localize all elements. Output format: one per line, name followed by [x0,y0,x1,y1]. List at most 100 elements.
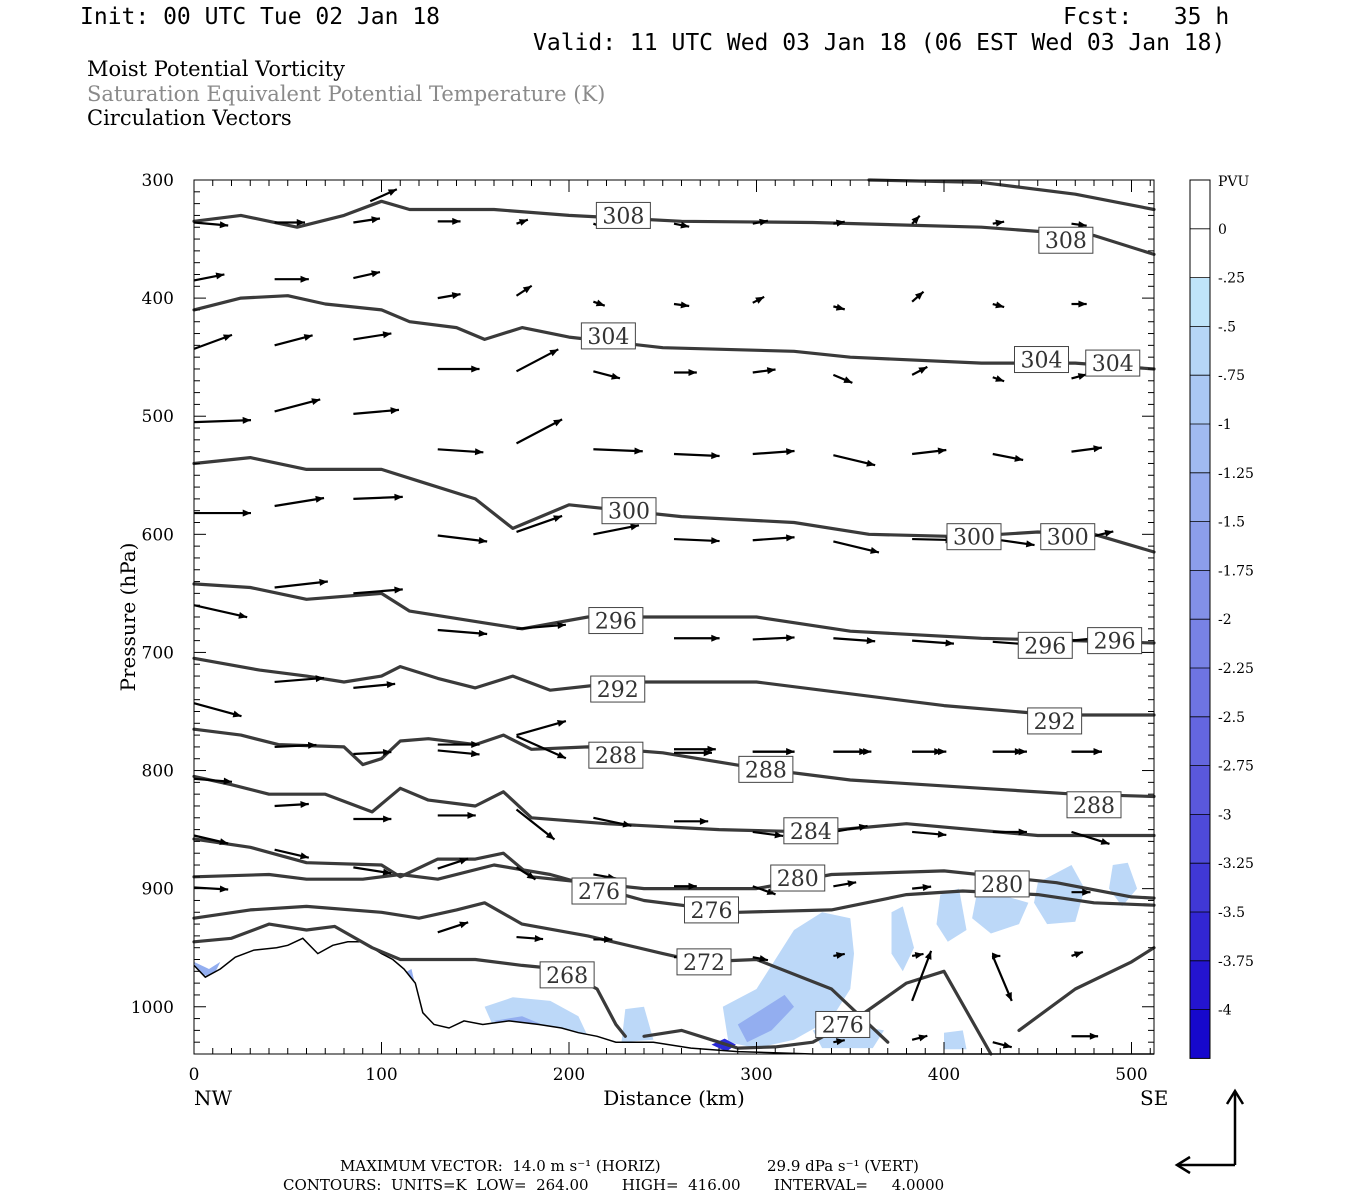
colorbar-label-3: -.75 [1218,368,1245,384]
vector-arrow-18 [593,299,606,307]
vector-arrow-87 [353,748,392,756]
colorbar-swatch-14 [1190,863,1210,912]
vector-arrow-108 [1071,830,1110,846]
vector-arrow-22 [911,290,925,303]
y-tick-label-7: 1000 [131,998,174,1018]
vector-arrow-15 [353,270,381,280]
vector-arrow-113 [515,866,537,881]
vector-arrow-94 [912,748,947,756]
vector-arrow-125 [752,955,769,962]
vector-arrow-63 [353,586,403,595]
colorbar-label-11: -2.75 [1218,759,1254,775]
vector-arrow-28 [437,365,480,373]
vector-arrow-86 [274,741,317,749]
svg-text:296: 296 [595,610,637,635]
vector-arrow-52 [437,534,488,544]
vector-arrow-118 [912,884,932,892]
colorbar-label-8: -2 [1218,612,1232,628]
colorbar-swatch-5 [1190,424,1210,473]
svg-text:288: 288 [1073,794,1115,819]
vector-arrow-130 [911,950,933,1002]
vector-arrow-85 [193,777,233,785]
svg-text:272: 272 [683,951,725,976]
vector-arrow-79 [674,745,716,753]
reference-vector [1174,1088,1245,1175]
vector-arrow-106 [912,830,947,838]
vector-arrow-42 [593,447,643,455]
contour-line-7 [192,774,1156,838]
pv-region-8 [936,888,967,942]
vector-arrow-10 [911,214,921,225]
vector-arrow-122 [516,934,544,942]
vector-arrow-50 [274,495,325,508]
contour-info: CONTOURS: UNITS=K LOW= 264.00 HIGH= 416.… [283,1176,945,1194]
svg-text:276: 276 [822,1013,864,1038]
colorbar-swatch-9 [1190,619,1210,668]
svg-text:304: 304 [587,325,629,350]
pv-region-13 [944,1030,967,1050]
colorbar-swatch-0 [1190,180,1210,229]
contour-label-11: 292 [590,675,646,703]
y-tick-label-0: 300 [142,171,174,191]
vector-arrow-37 [193,416,252,424]
vector-arrow-16 [437,292,461,300]
svg-text:308: 308 [1045,229,1087,254]
svg-text:300: 300 [1047,526,1089,551]
vector-arrow-46 [911,447,947,456]
vector-arrow-51 [353,493,403,501]
vector-arrow-27 [353,331,392,341]
vector-arrow-40 [437,448,484,456]
contour-line-6 [192,727,1156,799]
vector-arrow-111 [353,866,392,876]
terrain-line [193,937,1154,1055]
vector-arrow-105 [833,823,868,834]
terrain-layer [193,937,1154,1055]
vector-arrow-35 [992,375,1005,383]
vector-arrow-25 [193,333,233,350]
vector-arrow-91 [674,749,712,757]
svg-text:284: 284 [790,820,832,845]
vector-arrow-17 [515,284,533,297]
vector-arrow-102 [593,816,632,828]
contour-label-5: 300 [601,497,657,525]
title-line-3: Circulation Vectors [87,106,292,130]
svg-text:292: 292 [597,678,639,703]
vector-arrow-112 [437,857,469,870]
contour-label-17: 280 [770,864,826,892]
colorbar-swatch-10 [1190,668,1210,717]
vector-arrow-0 [193,221,229,229]
vector-arrow-129 [1071,950,1084,959]
contour-label-23: 276 [815,1010,871,1038]
contour-line-2 [192,294,1156,371]
vector-arrow-31 [674,369,697,377]
vector-arrow-100 [437,811,476,819]
vector-arrow-131 [991,955,1013,1002]
svg-text:292: 292 [1034,710,1076,735]
contour-label-18: 280 [974,870,1030,898]
contour-label-15: 288 [1066,791,1122,819]
colorbar-swatch-3 [1190,326,1210,376]
colorbar-swatch-2 [1190,277,1210,327]
vector-arrow-39 [353,407,400,415]
contour-label-12: 292 [1027,707,1083,735]
vector-arrow-134 [911,1034,928,1042]
vector-arrow-48 [1071,445,1103,453]
colorbar-label-14: -3.5 [1218,905,1245,921]
vector-arrow-133 [1071,1032,1099,1040]
contour-label-6: 300 [946,523,1002,551]
vector-arrow-99 [353,815,392,823]
pv-region-9 [972,888,1029,934]
vector-arrow-47 [992,452,1024,462]
vector-arrow-62 [274,578,328,589]
vector-arrow-32 [752,367,776,375]
svg-text:288: 288 [745,758,787,783]
x-tick-label-1: 100 [365,1065,397,1085]
contour-label-19: 276 [571,877,627,905]
svg-text:280: 280 [981,873,1023,898]
colorbar-label-7: -1.75 [1218,563,1254,579]
vector-arrow-11 [992,219,1005,227]
vector-arrow-65 [516,621,566,630]
forecast-hour: Fcst: 35 h [1063,4,1230,30]
vector-arrow-4 [437,217,461,225]
